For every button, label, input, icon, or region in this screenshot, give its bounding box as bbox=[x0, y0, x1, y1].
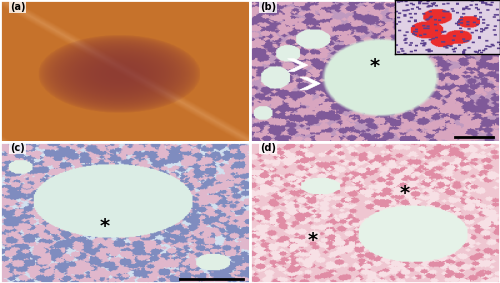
Text: (c): (c) bbox=[10, 143, 25, 153]
Text: *: * bbox=[370, 57, 380, 76]
Polygon shape bbox=[300, 77, 320, 90]
Text: (d): (d) bbox=[260, 143, 276, 153]
Text: *: * bbox=[100, 217, 110, 236]
Text: (a): (a) bbox=[10, 2, 26, 12]
Text: (b): (b) bbox=[260, 2, 276, 12]
Text: *: * bbox=[400, 184, 410, 203]
Text: *: * bbox=[308, 231, 318, 250]
Polygon shape bbox=[288, 59, 308, 71]
